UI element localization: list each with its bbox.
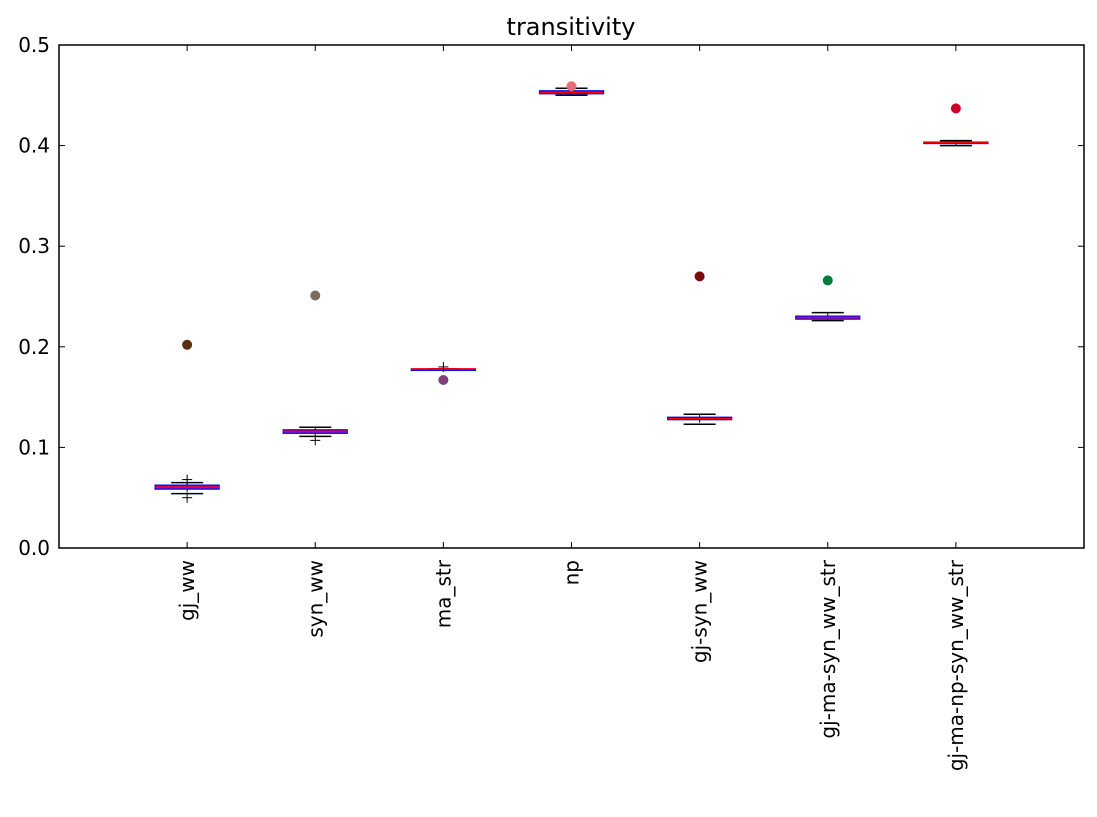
- box-6: [923, 103, 989, 147]
- y-tick-label: 0.4: [18, 134, 50, 158]
- x-tick-label: gj-ma-np-syn_ww_str: [944, 559, 968, 771]
- x-tick-label: gj_ww: [175, 560, 199, 621]
- box-5: [795, 275, 861, 322]
- reference-point: [310, 290, 321, 301]
- box-1: [282, 290, 348, 446]
- chart-title: transitivity: [507, 13, 636, 41]
- y-axis: 0.0 0.1 0.2 0.3 0.4 0.5: [18, 33, 1084, 560]
- y-tick-label: 0.3: [18, 234, 50, 258]
- reference-point: [566, 81, 577, 92]
- x-tick-label: syn_ww: [303, 560, 327, 638]
- y-tick-label: 0.1: [18, 435, 50, 459]
- y-tick-label: 0.5: [18, 33, 50, 57]
- y-tick-label: 0.0: [18, 536, 50, 560]
- plot-frame: [58, 44, 1085, 549]
- reference-point: [694, 271, 705, 282]
- reference-point: [950, 103, 961, 114]
- box-2: [410, 361, 477, 385]
- x-tick-label: gj-syn_ww: [688, 560, 712, 663]
- x-tick-label: ma_str: [431, 559, 455, 628]
- box-4: [666, 271, 733, 426]
- reference-point: [438, 374, 449, 385]
- plot-area: [154, 81, 989, 503]
- x-axis: gj_ww syn_ww ma_str np gj-syn_ww gj-ma-syn_ww…: [175, 45, 968, 771]
- reference-point: [182, 339, 193, 350]
- x-tick-label: np: [560, 560, 584, 585]
- x-tick-label: gj-ma-syn_ww_str: [816, 559, 840, 738]
- box-0: [154, 339, 220, 503]
- reference-point: [822, 275, 833, 286]
- y-tick-label: 0.2: [18, 335, 50, 359]
- box-3: [538, 81, 605, 97]
